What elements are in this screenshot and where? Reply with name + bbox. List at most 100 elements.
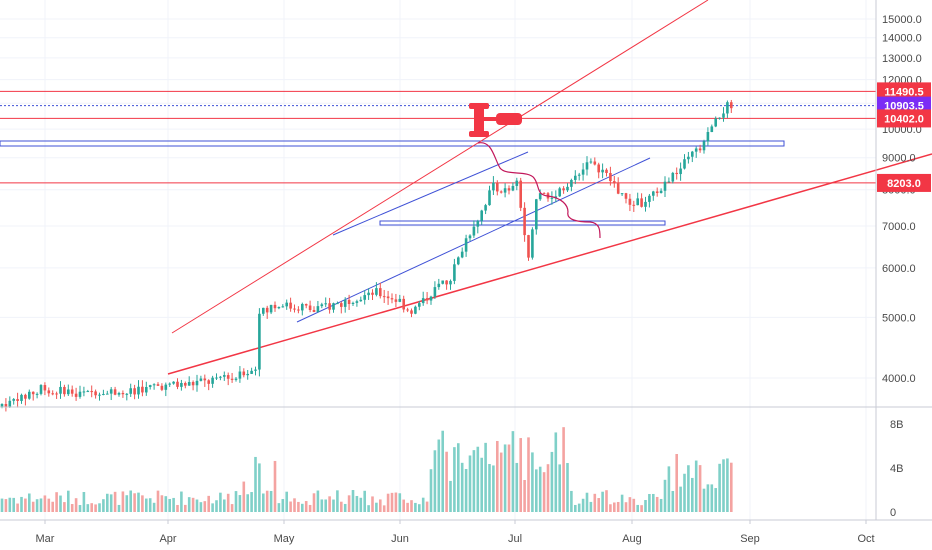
candle-body [265,307,269,313]
drawing-layer[interactable] [0,0,932,375]
volume-bar [457,443,460,512]
volume-bar [624,502,628,512]
candle-body [503,188,507,193]
candle-body [246,373,249,376]
candle-body [343,299,347,307]
channel-upper-line[interactable] [332,151,529,236]
candle-body [663,181,667,191]
candle-body [655,191,659,193]
candle-body [281,306,285,308]
top-marker-icon[interactable] [484,117,496,121]
volume-bar [687,465,690,512]
volume-bar [347,495,351,512]
top-marker-icon[interactable] [469,103,489,109]
candle-body [102,393,105,395]
volume-bar [63,502,66,512]
candle-body [242,371,246,376]
volume-bar [414,502,417,512]
volume-bar [145,498,148,512]
candle-body [632,204,636,206]
volume-bar [496,440,499,512]
volume-bar [43,495,47,512]
price-tick-label: 9000.0 [882,153,916,165]
candle-body [39,385,43,394]
volume-bar [238,495,242,512]
volume-bar [234,491,238,512]
candle-body [106,393,109,395]
volume-bar [410,500,413,512]
candle-body [125,393,129,395]
time-tick-label: Jun [391,533,409,545]
volume-bar [332,499,335,512]
candle-body [562,188,565,191]
volume-bar [632,498,636,512]
volume-bar [191,497,195,512]
top-marker-icon[interactable] [474,103,484,135]
volume-bar [499,452,503,512]
candle-body [324,303,327,305]
volume-bar [441,430,444,512]
candle-body [51,393,54,395]
volume-bar [355,495,359,512]
annotation-layer[interactable] [469,103,601,239]
candle-body [687,156,690,160]
range-box[interactable] [379,220,666,226]
resistance-trendline[interactable] [171,0,709,334]
candle-body [445,280,448,285]
volume-bar [293,498,296,512]
candle-body [145,387,148,393]
top-marker-icon[interactable] [469,131,489,137]
volume-bar [129,490,132,512]
candle-body [382,296,386,298]
volume-tick-label: 0 [890,507,896,519]
volume-bar [538,466,542,512]
volume-bar [262,493,265,512]
candle-body [418,303,421,307]
support-trendline[interactable] [167,153,932,375]
candle-body [137,386,140,395]
candle-body [133,388,136,395]
time-tick-label: Oct [857,533,874,545]
candle-body [148,385,152,388]
volume-bar [328,496,331,512]
volume-bar [574,504,577,512]
volume-bar [484,442,487,512]
volume-bar [59,495,62,512]
candle-body [59,386,62,394]
volume-bar [8,497,12,512]
range-box[interactable] [0,140,785,147]
candle-body [187,381,191,386]
candle-body [347,299,351,305]
volume-bar [258,463,261,512]
candle-body [511,185,515,191]
price-badge-label: 11490.5 [884,86,923,98]
volume-bar [340,501,343,512]
candle-body [90,391,93,393]
volume-bar [394,492,398,512]
volume-bar [390,492,394,512]
volume-bar [655,496,659,512]
candle-body [531,229,534,258]
volume-bar [488,463,491,512]
top-marker-icon[interactable] [496,113,522,125]
volume-bar [246,494,249,512]
candle-body [70,389,74,394]
volume-bar [464,468,468,512]
volume-bar [351,490,355,512]
volume-bar [628,497,632,512]
volume-bar [269,490,273,512]
volume-bar [694,460,698,512]
candle-body [297,309,300,311]
candle-body [558,188,561,197]
volume-bar [301,503,304,512]
volume-bar [453,447,456,512]
time-tick-label: Jul [508,533,522,545]
channel-lower-line[interactable] [296,157,651,323]
candle-body [691,151,694,157]
volume-bar [507,444,511,512]
volume-bar [714,488,717,512]
candle-body [519,180,522,208]
projection-path[interactable] [477,142,601,239]
